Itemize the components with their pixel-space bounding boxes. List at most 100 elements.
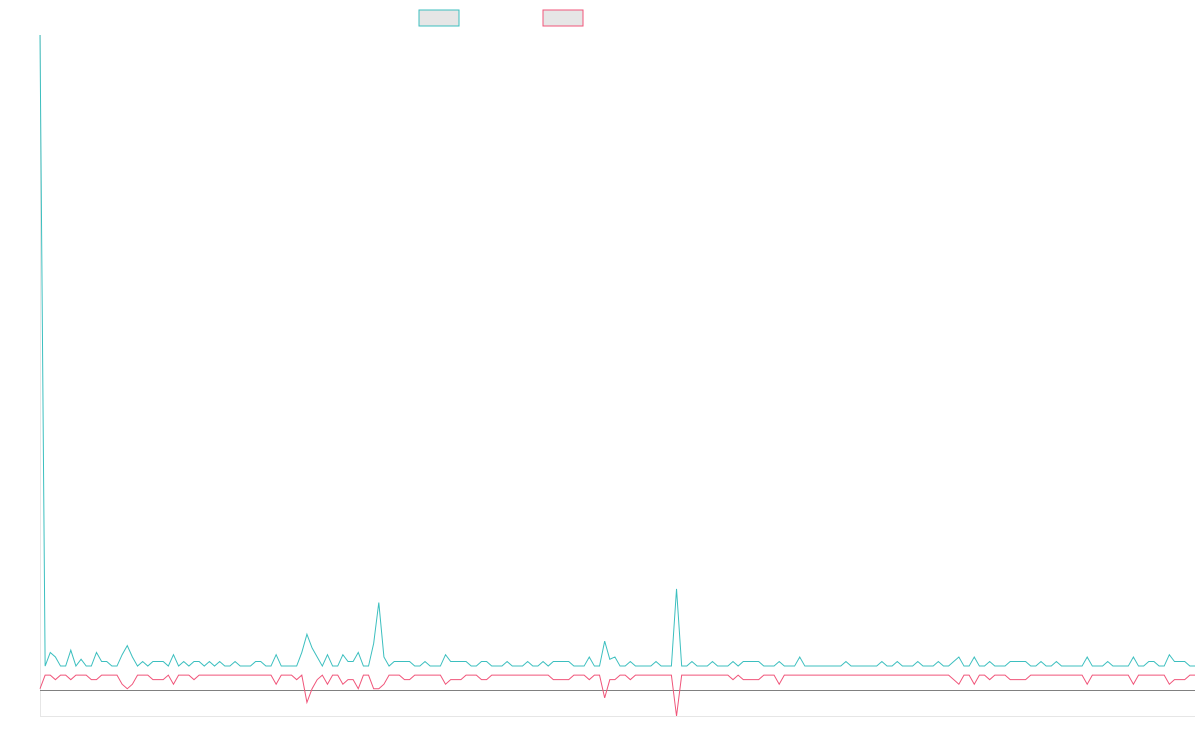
data-point bbox=[702, 665, 703, 666]
data-point bbox=[127, 688, 128, 689]
data-point bbox=[655, 675, 656, 676]
data-point bbox=[358, 688, 359, 689]
data-point bbox=[430, 675, 431, 676]
data-point bbox=[717, 665, 718, 666]
data-point bbox=[291, 675, 292, 676]
data-point bbox=[517, 665, 518, 666]
data-point bbox=[60, 675, 61, 676]
data-point bbox=[424, 661, 425, 662]
data-point bbox=[70, 650, 71, 651]
data-point bbox=[619, 665, 620, 666]
data-point bbox=[943, 675, 944, 676]
data-point bbox=[1133, 656, 1134, 657]
data-point bbox=[106, 661, 107, 662]
data-point bbox=[661, 675, 662, 676]
data-point bbox=[435, 675, 436, 676]
data-point bbox=[635, 675, 636, 676]
data-point bbox=[1087, 684, 1088, 685]
data-point bbox=[712, 675, 713, 676]
data-point bbox=[1179, 679, 1180, 680]
data-point bbox=[912, 665, 913, 666]
data-point bbox=[147, 675, 148, 676]
data-point bbox=[702, 675, 703, 676]
data-point bbox=[234, 661, 235, 662]
data-point bbox=[388, 675, 389, 676]
data-point bbox=[938, 675, 939, 676]
data-point bbox=[645, 665, 646, 666]
data-point bbox=[327, 684, 328, 685]
data-point bbox=[789, 675, 790, 676]
legend-swatch-1[interactable] bbox=[418, 9, 460, 27]
data-point bbox=[363, 665, 364, 666]
data-point bbox=[1010, 679, 1011, 680]
data-point bbox=[568, 679, 569, 680]
data-point bbox=[435, 665, 436, 666]
data-point bbox=[1010, 661, 1011, 662]
data-point bbox=[804, 665, 805, 666]
data-point bbox=[1097, 665, 1098, 666]
data-point bbox=[933, 675, 934, 676]
data-point bbox=[460, 661, 461, 662]
data-point bbox=[132, 684, 133, 685]
data-point bbox=[378, 602, 379, 603]
data-point bbox=[476, 675, 477, 676]
data-point bbox=[270, 675, 271, 676]
data-point bbox=[599, 675, 600, 676]
data-point bbox=[1061, 675, 1062, 676]
data-point bbox=[866, 675, 867, 676]
data-point bbox=[748, 679, 749, 680]
data-point bbox=[388, 665, 389, 666]
data-point bbox=[1174, 679, 1175, 680]
data-point bbox=[1051, 665, 1052, 666]
data-point bbox=[768, 665, 769, 666]
data-point bbox=[542, 675, 543, 676]
data-point bbox=[347, 679, 348, 680]
data-point bbox=[276, 654, 277, 655]
data-point bbox=[276, 684, 277, 685]
data-point bbox=[245, 665, 246, 666]
data-point bbox=[486, 679, 487, 680]
data-point bbox=[1102, 675, 1103, 676]
data-point bbox=[363, 675, 364, 676]
data-point bbox=[286, 665, 287, 666]
data-point bbox=[640, 665, 641, 666]
data-point bbox=[512, 665, 513, 666]
data-point bbox=[1025, 661, 1026, 662]
data-point bbox=[876, 665, 877, 666]
chart-legend[interactable] bbox=[418, 9, 584, 27]
data-point bbox=[1030, 665, 1031, 666]
data-point bbox=[373, 643, 374, 644]
data-point bbox=[183, 661, 184, 662]
data-point bbox=[409, 661, 410, 662]
data-point bbox=[671, 665, 672, 666]
data-point bbox=[250, 665, 251, 666]
data-point bbox=[881, 675, 882, 676]
data-point bbox=[234, 675, 235, 676]
data-point bbox=[337, 665, 338, 666]
data-point bbox=[337, 675, 338, 676]
data-point bbox=[157, 661, 158, 662]
legend-swatch-2[interactable] bbox=[542, 9, 584, 27]
data-point bbox=[861, 665, 862, 666]
data-point bbox=[317, 679, 318, 680]
data-point bbox=[132, 656, 133, 657]
data-point bbox=[691, 675, 692, 676]
data-point bbox=[368, 665, 369, 666]
data-point bbox=[1040, 675, 1041, 676]
data-point bbox=[558, 679, 559, 680]
data-point bbox=[142, 661, 143, 662]
data-point bbox=[933, 665, 934, 666]
data-point bbox=[748, 661, 749, 662]
data-point bbox=[1030, 675, 1031, 676]
data-point bbox=[548, 675, 549, 676]
data-point bbox=[1133, 684, 1134, 685]
data-point bbox=[168, 665, 169, 666]
data-point bbox=[419, 665, 420, 666]
data-point bbox=[296, 665, 297, 666]
data-point bbox=[1004, 665, 1005, 666]
data-point bbox=[589, 656, 590, 657]
data-point bbox=[979, 675, 980, 676]
data-point bbox=[994, 665, 995, 666]
data-point bbox=[440, 665, 441, 666]
data-point bbox=[91, 665, 92, 666]
